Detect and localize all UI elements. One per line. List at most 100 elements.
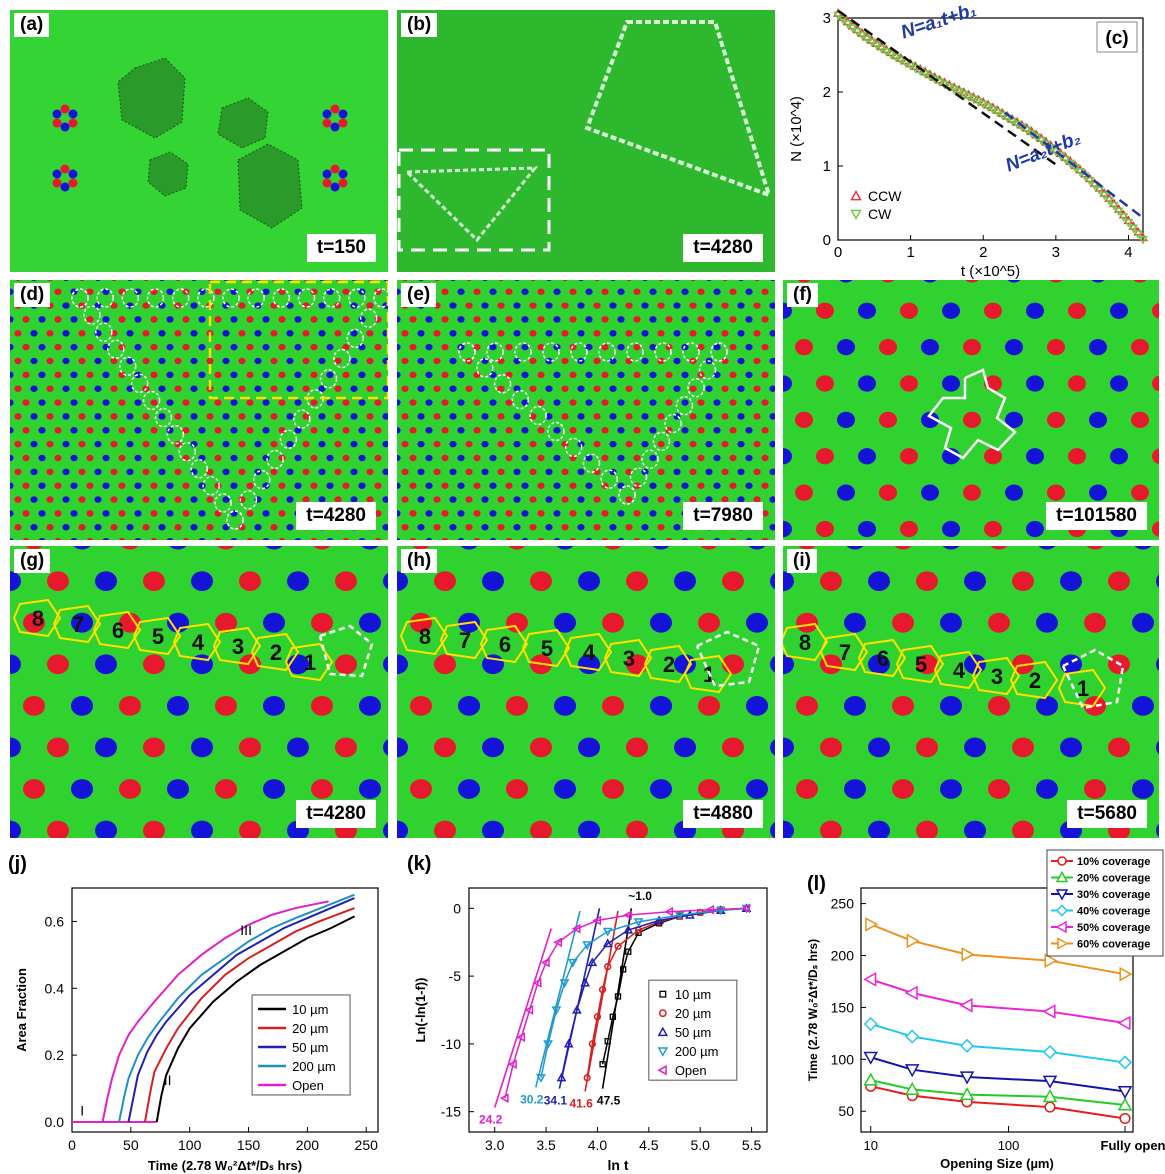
vortex-dot [545, 302, 553, 309]
vortex-dot [513, 302, 521, 309]
vortex-dot [441, 399, 449, 406]
vortex-dot [246, 482, 254, 489]
lattice-background [10, 280, 388, 540]
data-point [572, 1004, 582, 1014]
vortex-dot [465, 468, 473, 476]
vortex-dot [963, 411, 981, 428]
vortex-dot [473, 427, 481, 434]
yellow-hexagon [933, 650, 983, 690]
grain-boundary-ring [130, 373, 149, 394]
vortex-dot [150, 371, 158, 379]
vortex-dot [545, 440, 553, 448]
vortex-dot [214, 399, 222, 406]
data-point [1044, 1101, 1056, 1113]
vortex-dot [697, 288, 705, 295]
vortex-dot [22, 427, 30, 434]
data-point [1119, 966, 1133, 982]
panel-f: (f) t=101580 [783, 280, 1159, 540]
legend-label: 200 µm [675, 1044, 719, 1059]
vortex-dot [745, 371, 753, 379]
vortex-dot [797, 280, 811, 283]
vortex-dot [942, 520, 960, 538]
vortex-dot [497, 496, 505, 503]
vortex-dot [78, 440, 86, 448]
vortex-dot [397, 654, 408, 675]
vortex-dot [617, 399, 625, 406]
defect-number: 7 [72, 612, 84, 637]
vortex-dot [513, 496, 521, 503]
vortex-dot [721, 357, 729, 365]
vortex-dot [10, 654, 21, 675]
vortex-dot [505, 537, 513, 540]
vortex-dot [294, 316, 302, 323]
vortex-dot [342, 427, 350, 434]
vortex-dot [705, 496, 713, 503]
vortex-dot [769, 385, 775, 392]
vortex-dot [649, 537, 657, 540]
legend-marker [1055, 904, 1069, 917]
vortex-dot [713, 537, 721, 540]
vortex-dot [191, 280, 197, 282]
grain-boundary-ring [698, 360, 717, 380]
panel-label: (d) [14, 283, 51, 307]
panel-label: (k) [407, 853, 431, 875]
grain-boundary-ring [664, 413, 682, 434]
vortex-dot [798, 546, 816, 550]
defect-number: 4 [192, 630, 205, 655]
vortex-dot [465, 440, 473, 448]
vortex-dot [761, 427, 769, 434]
legend-label: CW [868, 206, 892, 222]
vortex-dot [569, 510, 577, 517]
vortex-dot [537, 510, 545, 517]
vortex-dot [737, 357, 745, 365]
vortex-dot [54, 316, 62, 323]
vortex-dot [783, 654, 794, 675]
vortex-dot [513, 357, 521, 365]
vortex-dot [238, 302, 246, 309]
vortex-dot [465, 385, 473, 392]
vortex-dot [70, 510, 78, 517]
grain-boundary-ring [121, 288, 140, 308]
vortex-dot [529, 302, 537, 309]
vortex-dot [1132, 779, 1154, 799]
vortex-dot [118, 537, 126, 540]
vortex-dot [409, 510, 417, 517]
data-point [1044, 953, 1058, 968]
vortex-dot [449, 413, 457, 420]
vortex-dot [577, 385, 585, 392]
vortex-dot [335, 737, 357, 758]
data-point [905, 1029, 920, 1044]
vortex-dot [641, 330, 649, 337]
vortex-dot [110, 302, 118, 309]
yellow-hexagon [52, 604, 102, 644]
vortex-dot [254, 440, 262, 448]
vortex-dot [593, 468, 601, 476]
vortex-dot [222, 357, 230, 365]
vortex-dot [310, 316, 318, 323]
slope-label: 30.2 [520, 1092, 544, 1106]
data-point [604, 962, 612, 971]
vortex-dot [561, 330, 569, 337]
vortex-dot [722, 737, 744, 758]
vortex-dot [70, 537, 78, 540]
vortex-dot [900, 448, 918, 465]
vortex-dot [569, 316, 577, 323]
vortex-dot [374, 371, 382, 379]
vortex-dot [769, 496, 775, 503]
vortex-dot [142, 440, 150, 448]
vortex-dot [143, 571, 165, 592]
vortex-dot [460, 546, 478, 550]
vortex-dot [366, 302, 374, 309]
vortex-dot [294, 454, 302, 462]
vortex-dot [358, 482, 366, 489]
vortex-dot [858, 375, 876, 392]
vortex-dot [738, 280, 744, 282]
slope-label: ~1.0 [628, 889, 652, 903]
legend-marker [1057, 937, 1069, 950]
vortex-dot [657, 440, 665, 448]
legend-marker [850, 209, 862, 221]
vortex-dot [633, 343, 641, 351]
vortex-dot [262, 371, 270, 379]
vortex-dot [578, 737, 600, 758]
grain-boundary-ring [346, 328, 365, 349]
